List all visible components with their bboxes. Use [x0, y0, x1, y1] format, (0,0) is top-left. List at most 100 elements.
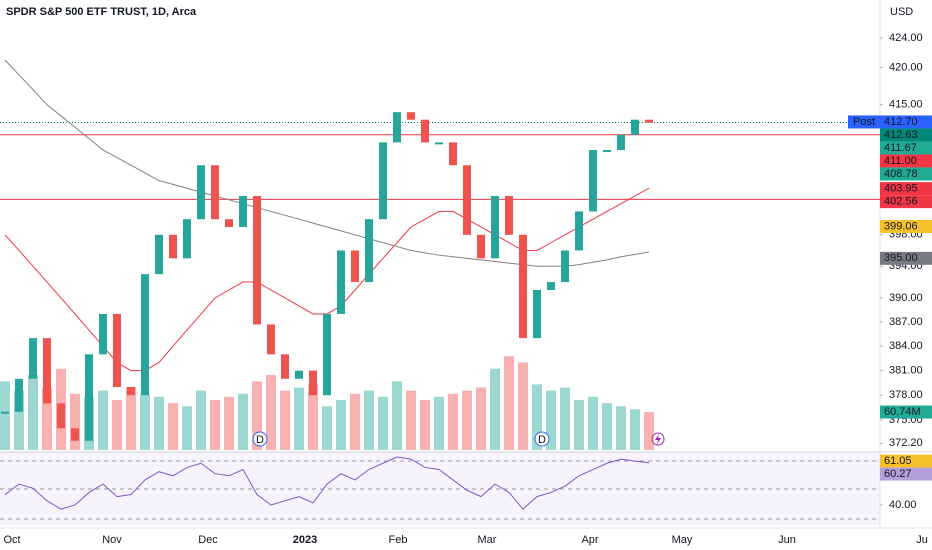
- x-tick-label: Jun: [778, 534, 796, 546]
- rsi-tick-label: 40.00: [889, 499, 917, 511]
- volume-bar: [434, 396, 444, 450]
- x-tick-label: Oct: [3, 534, 20, 546]
- volume-bar: [154, 396, 164, 450]
- rsi-label: 61.05: [884, 455, 912, 467]
- volume-bar: [98, 390, 108, 450]
- candle: [29, 338, 37, 379]
- volume-bar: [364, 390, 374, 450]
- y-tick-label: 420.00: [889, 61, 923, 73]
- volume-bar: [224, 396, 234, 450]
- candle: [113, 313, 121, 387]
- price-label-box: [880, 220, 932, 234]
- x-tick-label: Nov: [102, 534, 122, 546]
- candle: [197, 165, 205, 220]
- volume-bar: [462, 390, 472, 450]
- currency: USD: [890, 6, 913, 18]
- volume-bar: [28, 375, 38, 450]
- volume-bar: [168, 403, 178, 450]
- volume-bar: [392, 381, 402, 450]
- volume-bar: [476, 387, 486, 450]
- x-tick-label: May: [672, 534, 693, 546]
- volume-bar: [588, 396, 598, 450]
- y-tick-label: 372.20: [889, 437, 923, 449]
- candle: [183, 219, 191, 259]
- lightning-icon: [651, 432, 665, 446]
- volume-bar: [196, 390, 206, 450]
- candle: [71, 428, 79, 441]
- candle: [57, 403, 65, 429]
- candle: [645, 119, 653, 123]
- candle: [393, 112, 401, 143]
- volume-bar: [336, 400, 346, 450]
- volume-bar: [294, 387, 304, 450]
- x-tick-label: Dec: [198, 534, 218, 546]
- volume-bar: [322, 406, 332, 450]
- volume-bar: [308, 384, 318, 450]
- volume-bar: [42, 387, 52, 450]
- candle: [449, 142, 457, 166]
- volume-bar: [210, 400, 220, 450]
- candle: [337, 250, 345, 314]
- candle: [463, 165, 471, 235]
- rsi-label-box: [880, 454, 932, 468]
- candle: [575, 211, 583, 251]
- candle: [491, 195, 499, 259]
- candle: [407, 112, 415, 120]
- volume-bar: [126, 387, 136, 450]
- price-label-box: [880, 141, 932, 155]
- x-tick-label: 2023: [293, 534, 317, 546]
- dividend-marker: [534, 431, 550, 447]
- candle: [225, 219, 233, 227]
- price-label: 412.63: [884, 129, 918, 141]
- post-tag: Post: [853, 116, 875, 128]
- volume-bar: [574, 400, 584, 450]
- volume-bar: [70, 393, 80, 450]
- volume-bar: [644, 412, 654, 450]
- price-label: 412.70: [884, 116, 918, 128]
- volume-bar: [406, 390, 416, 450]
- volume-bar: [252, 381, 262, 450]
- candle: [477, 234, 485, 259]
- candle: [617, 134, 625, 150]
- candle: [99, 313, 107, 355]
- volume-bar: [630, 409, 640, 450]
- moving-average: [4, 59, 650, 267]
- candle: [211, 165, 219, 220]
- price-label-box: [880, 167, 932, 181]
- volume-label-box: [880, 405, 932, 419]
- candle: [295, 370, 303, 379]
- candle: [365, 219, 373, 283]
- volume-bar: [448, 393, 458, 450]
- candle: [519, 234, 527, 339]
- price-label: 403.95: [884, 183, 918, 195]
- candle: [351, 250, 359, 283]
- y-tick-label: 381.00: [889, 365, 923, 377]
- volume-bar: [238, 393, 248, 450]
- volume-bar: [532, 384, 542, 450]
- volume-bar: [602, 403, 612, 450]
- price-label: 411.67: [884, 142, 917, 154]
- x-tick-label: Ju: [916, 534, 928, 546]
- volume-bar: [0, 381, 10, 450]
- price-label: 399.06: [884, 220, 918, 232]
- price-label-box: [880, 251, 932, 265]
- candle: [281, 354, 289, 379]
- rsi-line: [4, 456, 650, 510]
- candle: [85, 354, 93, 441]
- x-tick-label: Apr: [581, 534, 598, 546]
- post-tag-box: [848, 115, 880, 129]
- candle: [253, 195, 261, 325]
- volume-bar: [112, 400, 122, 450]
- candle: [15, 378, 23, 412]
- price-label-box: [880, 195, 932, 209]
- price-label: 411.00: [884, 155, 917, 167]
- y-tick-label: 387.00: [889, 316, 923, 328]
- price-label-box: [880, 128, 932, 142]
- rsi-label: 60.27: [884, 468, 912, 480]
- volume-bar: [378, 396, 388, 450]
- volume-label: 60.74M: [884, 406, 921, 418]
- candle: [43, 338, 51, 404]
- candle: [267, 324, 275, 355]
- price-label-box: [880, 182, 932, 196]
